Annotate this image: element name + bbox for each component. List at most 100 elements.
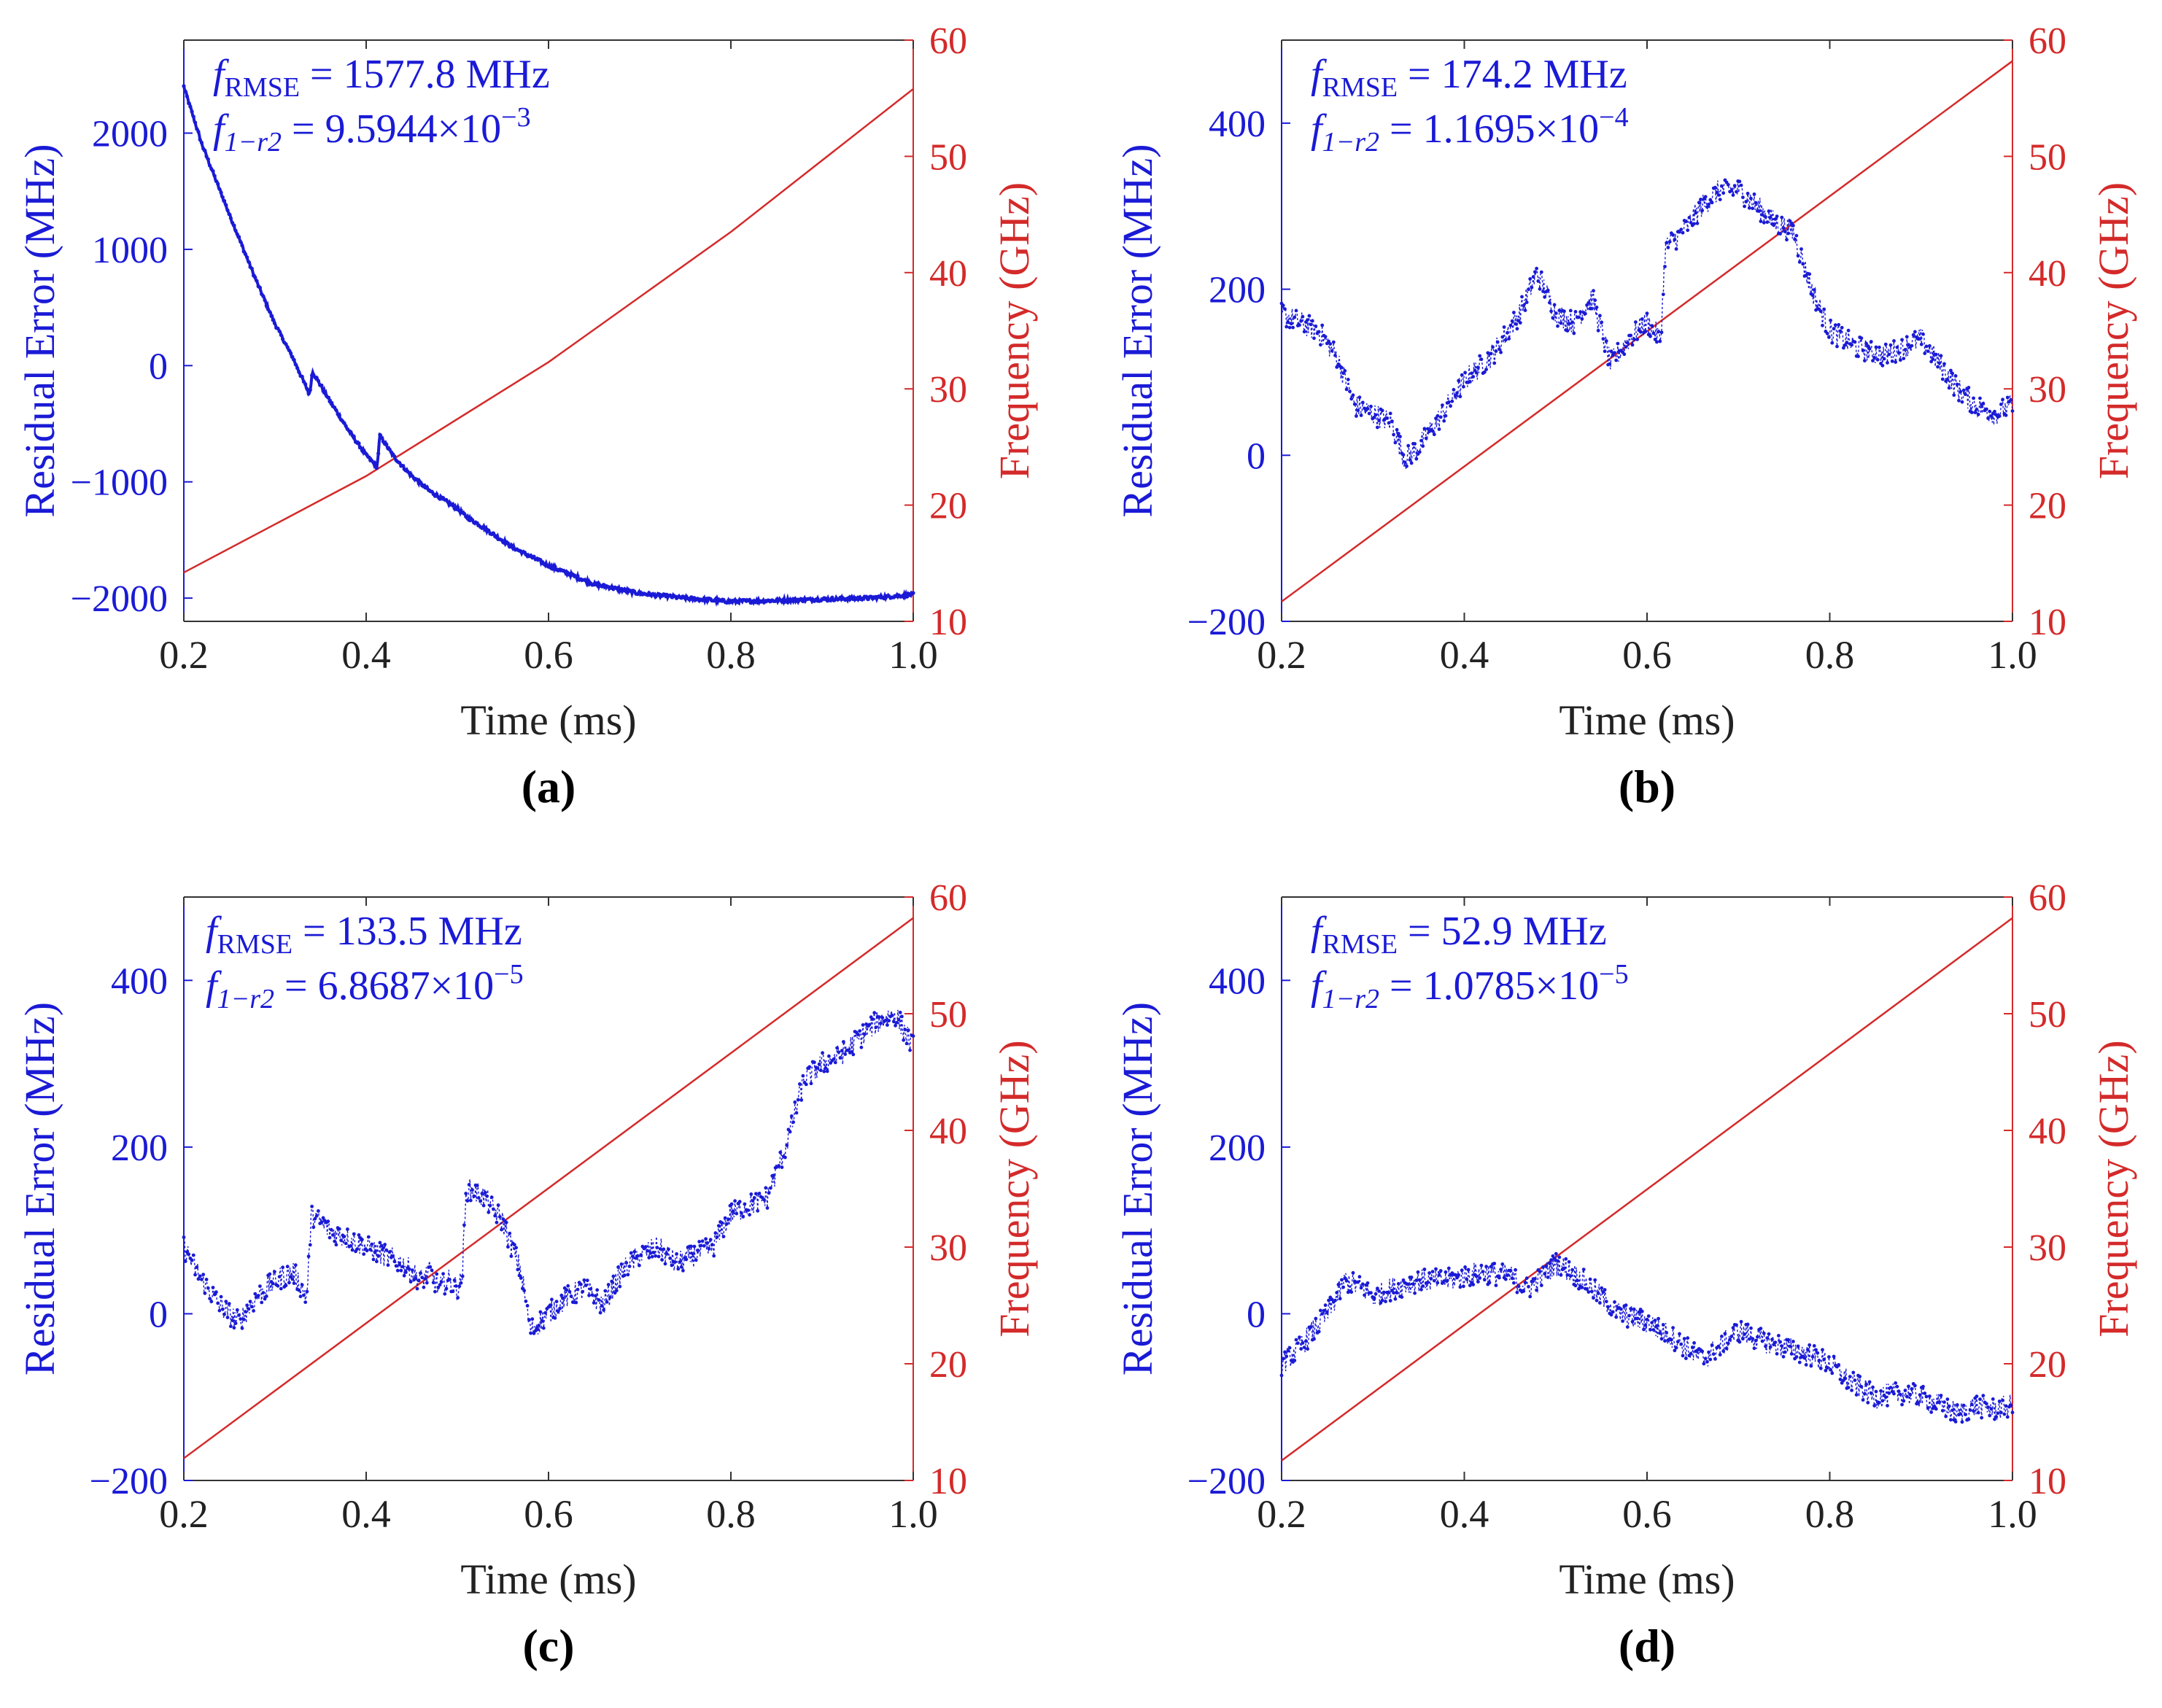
y2-tick-label: 20 xyxy=(929,486,967,527)
y2-tick-label: 50 xyxy=(2029,136,2066,178)
rmse-annotation: fRMSE = 133.5 MHz xyxy=(206,909,522,960)
residual-point xyxy=(1458,1285,1462,1289)
residual-point xyxy=(822,1069,826,1074)
residual-point xyxy=(522,1289,527,1293)
residual-point xyxy=(1365,1281,1370,1285)
residual-point xyxy=(1894,360,1898,364)
x-axis-title: Time (ms) xyxy=(1559,696,1735,744)
residual-point xyxy=(1359,1286,1363,1290)
residual-point xyxy=(1393,1297,1398,1301)
x-tick-label: 0.8 xyxy=(706,1492,756,1536)
residual-point xyxy=(1762,220,1766,225)
y-tick-label: 0 xyxy=(149,1294,168,1335)
y-tick-label: 0 xyxy=(1247,435,1266,477)
residual-point xyxy=(582,1278,586,1282)
residual-point xyxy=(1731,1326,1735,1330)
residual-point xyxy=(1484,1265,1488,1269)
residual-point xyxy=(1939,354,1943,358)
residual-point xyxy=(2005,1415,2010,1419)
y2-axis-title: Frequency (GHz) xyxy=(2090,182,2137,479)
residual-point xyxy=(1808,1343,1812,1347)
residual-point xyxy=(1382,1290,1386,1294)
residual-error-line xyxy=(1281,1254,2013,1422)
residual-point xyxy=(1657,1316,1661,1321)
residual-point xyxy=(737,1200,742,1204)
y-axis-title: Residual Error (MHz) xyxy=(16,1002,63,1375)
y-axis-title: Residual Error (MHz) xyxy=(1114,1002,1161,1375)
residual-point xyxy=(877,1015,881,1019)
y2-tick-label: 60 xyxy=(2029,877,2066,919)
residual-point xyxy=(799,1098,804,1102)
residual-point xyxy=(684,1257,689,1262)
residual-point xyxy=(872,1011,877,1015)
residual-point xyxy=(383,1243,387,1246)
residual-point xyxy=(756,1208,760,1213)
residual-point xyxy=(1446,400,1451,404)
residual-point xyxy=(1678,230,1681,234)
residual-point xyxy=(375,1259,379,1264)
residual-point xyxy=(1416,1270,1420,1274)
residual-point xyxy=(1772,223,1776,228)
residual-point xyxy=(1713,185,1717,190)
residual-point xyxy=(689,1244,693,1249)
residual-point xyxy=(1463,1265,1467,1269)
residual-point xyxy=(506,1245,510,1249)
residual-point xyxy=(1888,343,1893,347)
residual-point xyxy=(1899,1392,1902,1397)
residual-point xyxy=(647,1256,651,1259)
x-tick-label: 0.4 xyxy=(341,1492,391,1536)
y2-tick-label: 50 xyxy=(2029,994,2066,1036)
r2-annotation: f1−r2 = 6.8687×10−5 xyxy=(206,959,524,1014)
residual-point xyxy=(1814,1348,1818,1352)
y2-tick-label: 30 xyxy=(2029,1227,2066,1269)
y-tick-label: 400 xyxy=(1209,960,1266,1002)
residual-point xyxy=(606,1283,611,1286)
residual-point xyxy=(1883,342,1888,346)
rmse-value: = 133.5 MHz xyxy=(292,909,522,954)
r2-value: = 9.5944×10 xyxy=(282,106,501,152)
residual-point xyxy=(1538,1270,1542,1273)
residual-point xyxy=(825,1069,829,1074)
residual-point xyxy=(1708,198,1713,202)
residual-point xyxy=(1659,330,1664,335)
y-axis-title: Residual Error (MHz) xyxy=(16,144,63,517)
residual-point xyxy=(1522,1289,1526,1293)
residual-point xyxy=(1460,1268,1464,1273)
residual-point xyxy=(334,1243,338,1247)
residual-point xyxy=(245,1303,249,1308)
residual-point xyxy=(1682,1337,1686,1340)
residual-point xyxy=(1821,1348,1824,1352)
residual-point xyxy=(614,1289,619,1293)
residual-point xyxy=(1479,1263,1484,1268)
residual-point xyxy=(404,1270,408,1274)
residual-point xyxy=(1961,388,1966,392)
residual-point xyxy=(425,1281,429,1285)
residual-point xyxy=(1871,1385,1875,1389)
residual-point xyxy=(407,1267,411,1271)
panel-label: (c) xyxy=(522,1620,574,1672)
residual-point xyxy=(1997,414,2002,418)
residual-point xyxy=(1458,395,1462,399)
residual-point xyxy=(1689,1351,1693,1356)
residual-point xyxy=(209,1300,214,1304)
residual-point xyxy=(1928,1394,1932,1398)
residual-point xyxy=(1837,322,1841,327)
y-tick-label: −1000 xyxy=(71,462,168,504)
residual-point xyxy=(1600,1286,1604,1290)
residual-point xyxy=(311,1225,316,1230)
residual-point xyxy=(720,1221,724,1225)
residual-point xyxy=(676,1267,681,1271)
residual-error-markers xyxy=(1279,178,2015,468)
residual-point xyxy=(1732,184,1737,187)
residual-point xyxy=(410,1268,414,1272)
residual-point xyxy=(1630,343,1635,347)
residual-point xyxy=(749,1192,753,1196)
residual-point xyxy=(788,1130,792,1134)
residual-point xyxy=(1695,221,1700,225)
residual-point xyxy=(1835,344,1839,349)
residual-point xyxy=(1967,1417,1971,1421)
residual-point xyxy=(610,1279,614,1284)
residual-point xyxy=(229,1324,233,1329)
residual-error-line xyxy=(1281,176,2013,469)
residual-point xyxy=(193,1273,197,1277)
